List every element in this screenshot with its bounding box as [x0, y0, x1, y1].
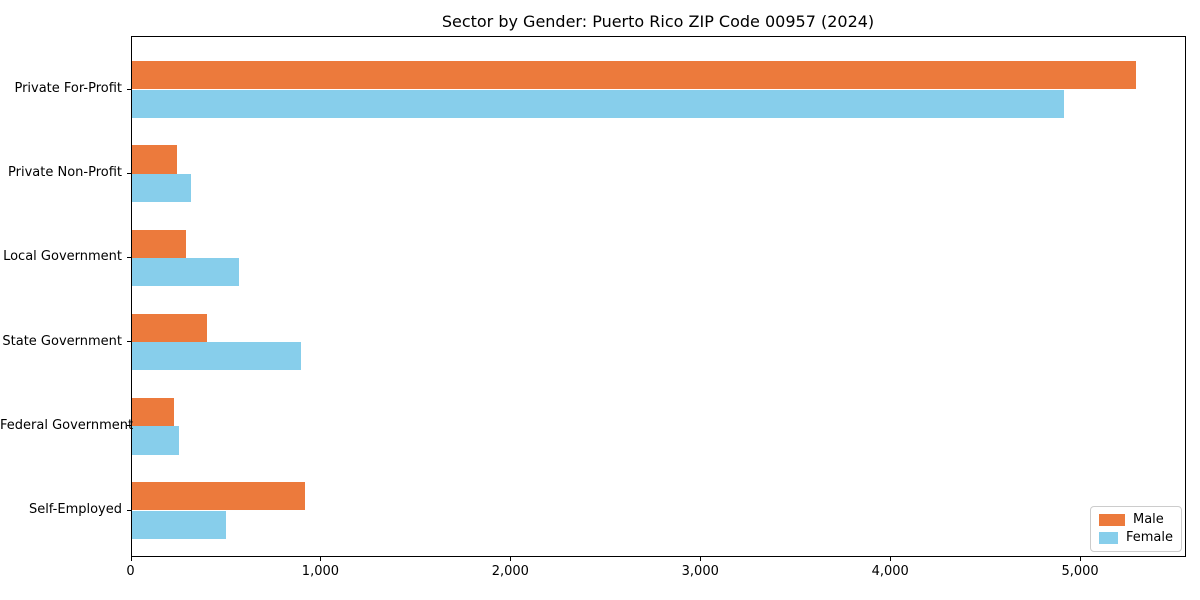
- bar-male-self-employed: [131, 482, 306, 511]
- legend-swatch-male: [1099, 514, 1125, 526]
- ytick-label-federal-government: Federal Government: [0, 417, 134, 433]
- legend-swatch-female: [1099, 532, 1118, 544]
- xtick-mark-3000: [700, 557, 702, 561]
- xtick-mark-0: [130, 557, 132, 561]
- ytick-label-local-government: Local Government: [3, 249, 122, 265]
- plot-area: [130, 36, 1186, 557]
- ytick-mark-state-government: [127, 341, 131, 343]
- legend-item-male: Male: [1099, 513, 1173, 527]
- xtick-label-3000: 3,000: [681, 564, 719, 579]
- xtick-label-2000: 2,000: [491, 564, 529, 579]
- ytick-label-state-government: State Government: [2, 333, 122, 349]
- ytick-mark-local-government: [127, 256, 131, 258]
- ytick-mark-private-for-profit: [127, 88, 131, 90]
- ytick-label-private-non-profit: Private Non-Profit: [8, 165, 122, 181]
- xtick-label-4000: 4,000: [871, 564, 909, 579]
- bar-female-federal-government: [131, 426, 179, 455]
- xtick-label-0: 0: [126, 564, 135, 579]
- bar-female-local-government: [131, 257, 240, 287]
- ytick-mark-self-employed: [127, 509, 131, 511]
- ytick-mark-private-non-profit: [127, 172, 131, 174]
- bar-male-local-government: [131, 229, 186, 258]
- legend-label-female: Female: [1125, 530, 1173, 545]
- legend: Male Female: [1090, 506, 1182, 552]
- bar-male-state-government: [131, 313, 208, 343]
- bar-female-state-government: [131, 342, 302, 371]
- bar-female-private-non-profit: [131, 173, 191, 203]
- xtick-mark-5000: [1080, 557, 1082, 561]
- xtick-mark-1000: [320, 557, 322, 561]
- legend-item-female: Female: [1099, 531, 1173, 545]
- bar-male-private-for-profit: [131, 61, 1137, 90]
- bar-male-private-non-profit: [131, 145, 177, 174]
- ytick-mark-federal-government: [127, 425, 131, 427]
- bar-female-private-for-profit: [131, 89, 1064, 118]
- legend-label-male: Male: [1133, 512, 1164, 527]
- xtick-mark-4000: [890, 557, 892, 561]
- ytick-label-self-employed: Self-Employed: [28, 502, 122, 517]
- chart-title: Sector by Gender: Puerto Rico ZIP Code 0…: [441, 12, 875, 31]
- xtick-label-1000: 1,000: [301, 564, 340, 579]
- xtick-label-5000: 5,000: [1061, 564, 1099, 579]
- ytick-label-private-for-profit: Private For-Profit: [14, 81, 122, 96]
- bar-male-federal-government: [131, 397, 174, 427]
- xtick-mark-2000: [510, 557, 512, 561]
- bar-female-self-employed: [131, 510, 226, 539]
